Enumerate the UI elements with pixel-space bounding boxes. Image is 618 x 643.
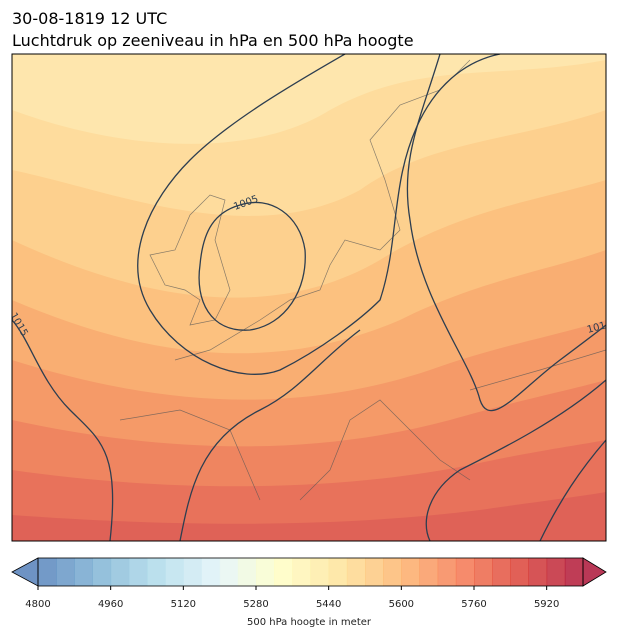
isobar	[425, 379, 606, 541]
title: Luchtdruk op zeeniveau in hPa en 500 hPa…	[12, 31, 414, 50]
colorbar-segment	[147, 558, 166, 586]
date: 30-08-1819 12 UTC	[12, 9, 167, 28]
isobar	[198, 201, 306, 331]
band	[12, 492, 606, 541]
colorbar-segment	[237, 558, 257, 586]
colorbar-segment	[128, 558, 148, 586]
colorbar-segment	[564, 558, 584, 586]
colorbar-tick-label: 5280	[243, 599, 268, 610]
colorbar-frame	[37, 557, 584, 587]
colorbar-segment	[383, 558, 402, 586]
colorbar-segment	[183, 558, 202, 586]
map-frame	[11, 53, 607, 542]
colorbar-segment	[401, 558, 420, 586]
map: 1005 1015 101	[12, 54, 607, 541]
colorbar-segment	[274, 558, 293, 586]
colorbar-tick-label: 5440	[316, 599, 341, 610]
colorbar-tick-label: 5600	[389, 599, 414, 610]
colorbar-segment	[165, 558, 184, 586]
colorbar-label: 500 hPa hoogte in meter	[247, 617, 372, 628]
colorbar-tick-label: 5120	[171, 599, 196, 610]
colorbar-segment	[510, 558, 529, 586]
coastline	[119, 59, 606, 501]
colorbar-tick-label: 5920	[534, 599, 559, 610]
colorbar-segment	[74, 558, 93, 586]
colorbar-segment	[528, 558, 548, 586]
colorbar-segment	[201, 558, 221, 586]
contour-label: 101	[586, 320, 607, 336]
isobar	[137, 54, 501, 375]
colorbar-segment	[56, 558, 75, 586]
colorbar-segment	[92, 558, 112, 586]
colorbar-segment	[310, 558, 330, 586]
colorbar-segment	[437, 558, 457, 586]
colorbar-segment	[419, 558, 439, 586]
colorbar-segment	[110, 558, 130, 586]
colorbar-segment	[455, 558, 475, 586]
colorbar-segment	[346, 558, 366, 586]
colorbar-tick-label: 4800	[25, 599, 50, 610]
isobar	[12, 54, 606, 541]
colorbar-segment	[292, 558, 311, 586]
colorbar-segment	[365, 558, 384, 586]
colorbar-segment	[492, 558, 511, 586]
colorbar: 4800 4960 5120 5280 5440 5600 5760 5920	[11, 557, 607, 610]
colorbar-tick-label: 4960	[98, 599, 123, 610]
colorbar-segment	[474, 558, 493, 586]
colorbar-segment	[219, 558, 239, 586]
colorbar-segment	[328, 558, 348, 586]
colorbar-segment	[546, 558, 566, 586]
colorbar-extend	[11, 557, 39, 587]
colorbar-segment	[38, 558, 57, 586]
colorbar-segment	[256, 558, 275, 586]
colorbar-tick-label: 5760	[461, 599, 486, 610]
colorbar-extend	[582, 557, 607, 587]
